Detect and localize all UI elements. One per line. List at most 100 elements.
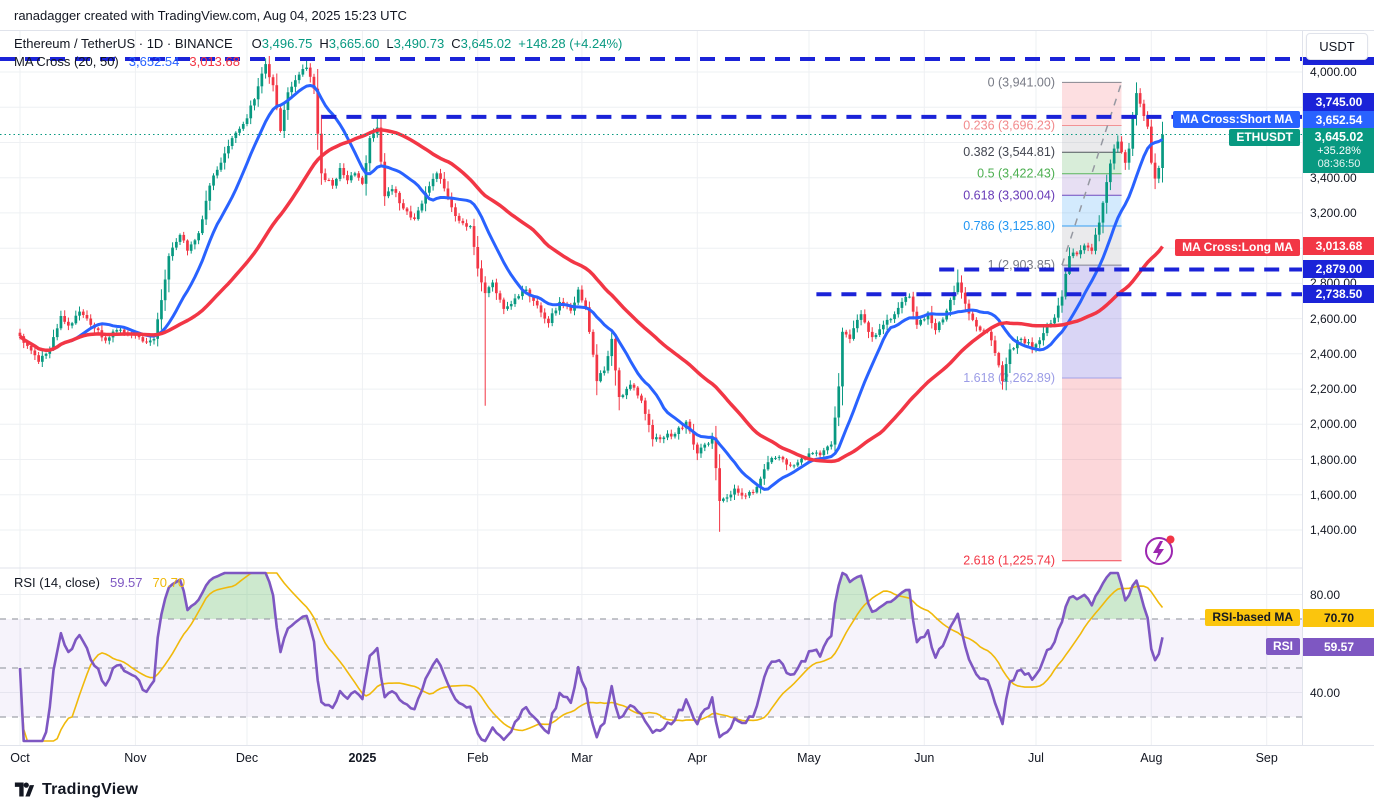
candle-body: [792, 465, 796, 467]
price-badge-sup-2738: 2,738.50: [1303, 285, 1374, 304]
candle-body: [96, 328, 100, 331]
short-ma-value: 3,652.54: [128, 54, 180, 69]
candle-body: [342, 168, 346, 176]
time-axis-label-feb: Feb: [466, 751, 489, 765]
last-price-badge: 3,645.02 +35.28% 08:36:50: [1303, 128, 1374, 173]
price-tick-label: 2,400.00: [1310, 346, 1357, 361]
fib-retracement-drawing[interactable]: 0 (3,941.00) 0.236 (3,696.23) 0.382 (3,544…: [963, 75, 1123, 568]
long-ma-line[interactable]: [18, 128, 1164, 464]
chart-area[interactable]: 0 (3,941.00) 0.236 (3,696.23) 0.382 (3,544…: [0, 30, 1374, 773]
candle-body: [323, 173, 327, 180]
candle-body: [141, 337, 145, 342]
candle-body: [487, 287, 491, 294]
footer-bar: TradingView: [0, 771, 1374, 808]
candle-body: [569, 305, 573, 311]
fib-band: [1062, 125, 1122, 153]
change-value: +148.28 (+4.24%): [518, 36, 623, 51]
candle-body: [454, 207, 457, 216]
candle-body: [108, 337, 111, 341]
rsi-badge-rsi-ma: 70.70: [1303, 609, 1374, 627]
candle-body: [770, 458, 774, 463]
candle-body: [85, 315, 89, 319]
candle-body: [1120, 141, 1123, 153]
candle-body: [26, 342, 29, 346]
candle-body: [595, 354, 599, 382]
candle-body: [41, 355, 44, 362]
candle-body: [658, 437, 662, 440]
candle-body: [208, 185, 212, 201]
candle-body: [59, 316, 63, 329]
candle-body: [1012, 348, 1015, 350]
candle-body: [457, 215, 461, 221]
candle-body: [178, 234, 182, 242]
candle-body: [736, 488, 740, 493]
candle-body: [305, 67, 308, 69]
candle-body: [1135, 93, 1138, 116]
quick-action-flash-icon[interactable]: [1145, 535, 1175, 565]
candle-body: [167, 256, 171, 280]
candle-body: [733, 488, 736, 495]
tradingview-brand-text: TradingView: [42, 780, 139, 798]
candle-body: [1131, 115, 1135, 149]
candle-body: [580, 289, 584, 301]
candle-body: [509, 304, 513, 307]
open-label: O: [251, 36, 262, 51]
time-axis-label-sep: Sep: [1255, 751, 1278, 765]
candle-body: [264, 64, 267, 74]
candle-body: [234, 132, 238, 138]
candle-body: [435, 173, 439, 179]
time-axis[interactable]: Oct Nov Dec 2025 Feb Mar Apr May Jun Jul Aug Sep: [0, 745, 1302, 772]
candle-body: [547, 318, 550, 324]
low-value: 3,490.73: [393, 36, 445, 51]
candle-body: [677, 427, 681, 434]
candle-body: [777, 456, 781, 458]
candle-body: [253, 99, 256, 106]
rsi-tick-label: 80.00: [1310, 587, 1341, 602]
fib-label: 2.618 (1,225.74): [963, 554, 1055, 568]
candle-body: [29, 345, 33, 351]
candle-body: [506, 306, 509, 309]
candle-body: [290, 86, 293, 93]
candle-body: [740, 492, 744, 496]
rsi-line[interactable]: [18, 571, 1164, 743]
candle-body: [327, 180, 331, 181]
plot-surface[interactable]: 0 (3,941.00) 0.236 (3,696.23) 0.382 (3,544…: [0, 31, 1302, 745]
rsi-overbought-fill: [20, 573, 1163, 619]
fib-trend-line: [1061, 82, 1123, 266]
fib-label: 0 (3,941.00): [988, 75, 1055, 89]
rsi-ma-line[interactable]: [19, 572, 1164, 742]
candle-body: [997, 353, 1001, 366]
fib-band: [1062, 195, 1122, 226]
currency-toggle-usdt[interactable]: USDT: [1306, 33, 1368, 60]
candle-body: [937, 322, 941, 330]
candle-body: [1030, 342, 1034, 348]
candle-body: [703, 444, 707, 448]
ma-cross-title: MA Cross (20, 50): [14, 54, 119, 69]
candle-body: [629, 384, 632, 389]
short-ma-line[interactable]: [19, 84, 1164, 491]
candle-body: [963, 292, 967, 304]
candle-body: [1068, 256, 1071, 274]
candle-body: [852, 328, 855, 339]
candle-body: [428, 186, 431, 193]
candle-body: [189, 244, 193, 251]
rsi-ma-value: 70.70: [152, 575, 186, 590]
candle-body: [469, 226, 472, 228]
rsi-label-rsi-ma: RSI-based MA: [1205, 609, 1300, 626]
candle-body: [413, 217, 416, 219]
candle-body: [346, 175, 349, 181]
candle-body: [320, 133, 323, 174]
candle-body: [372, 133, 375, 139]
candle-body: [859, 314, 863, 320]
candle-body: [815, 452, 818, 454]
time-axis-divider: [0, 745, 1374, 746]
price-scale[interactable]: USDT 4,000.00 3,400.00 3,200.00 2,800.00 2,6…: [1302, 31, 1374, 745]
candle-body: [774, 457, 777, 459]
candle-body: [982, 330, 986, 332]
candle-body: [81, 311, 85, 315]
candle-body: [201, 219, 204, 234]
candle-body: [104, 337, 107, 341]
candle-body: [219, 162, 223, 170]
candle-body: [967, 303, 971, 314]
price-badge-long-ma: 3,013.68: [1303, 236, 1374, 255]
